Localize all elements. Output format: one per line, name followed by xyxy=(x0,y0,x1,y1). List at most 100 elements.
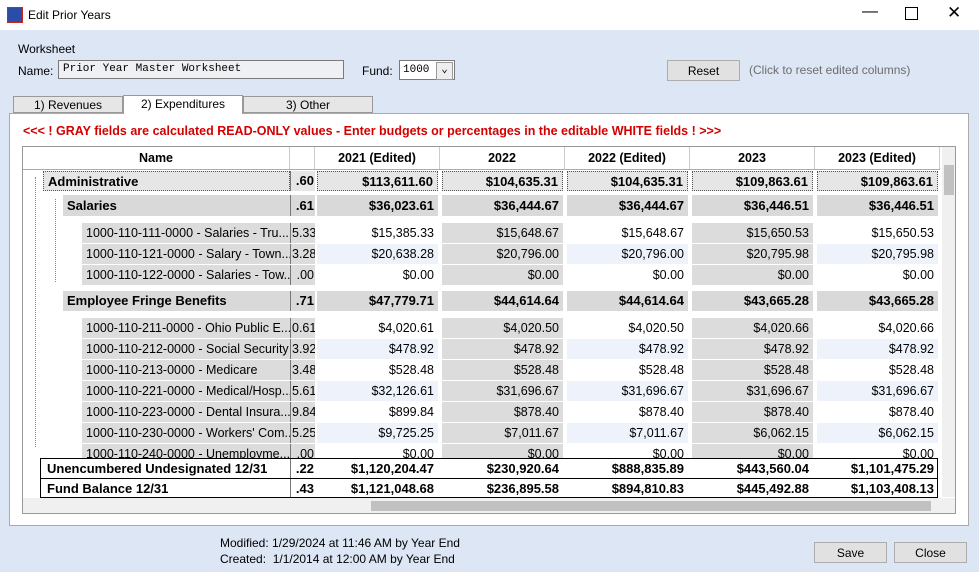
save-button[interactable]: Save xyxy=(814,542,887,563)
dropdown-arrow[interactable]: ⌄ xyxy=(436,62,453,80)
value-cell: $31,696.67 xyxy=(692,381,813,401)
row-name: 1000-110-111-0000 - Salaries - Tru... xyxy=(82,223,290,243)
value-cell[interactable]: $4,020.50 xyxy=(567,318,688,338)
data-grid: Name 2021 (Edited)20222022 (Edited)202320… xyxy=(22,146,956,514)
value-cell: $104,635.31 xyxy=(442,171,563,191)
group-label: Worksheet xyxy=(18,42,75,56)
value-cell: $0.00 xyxy=(442,265,563,285)
value-cell[interactable]: $20,795.98 xyxy=(817,244,938,264)
value-cell: $878.40 xyxy=(442,402,563,422)
value-cell[interactable]: $15,648.67 xyxy=(567,223,688,243)
value-cell[interactable]: $20,796.00 xyxy=(567,244,688,264)
value-cell: $109,863.61 xyxy=(692,171,813,191)
value-cell: $36,023.61 xyxy=(317,195,438,216)
minimize[interactable]: — xyxy=(862,3,878,21)
close-x[interactable]: ✕ xyxy=(947,3,961,23)
name-field[interactable]: Prior Year Master Worksheet xyxy=(58,60,344,79)
value-cell[interactable]: $528.48 xyxy=(317,360,438,380)
tree-line xyxy=(35,177,36,447)
value-cell[interactable]: $878.40 xyxy=(817,402,938,422)
column-header: 2022 xyxy=(440,147,565,169)
row-name: 1000-110-211-0000 - Ohio Public E... xyxy=(82,318,290,338)
partial-cell: .61 xyxy=(290,195,315,216)
row-name: 1000-110-121-0000 - Salary - Town... xyxy=(82,244,290,264)
header-partial xyxy=(290,147,315,169)
value-cell[interactable]: $15,650.53 xyxy=(817,223,938,243)
reset-button[interactable]: Reset xyxy=(667,60,740,81)
value-cell[interactable]: $0.00 xyxy=(817,265,938,285)
fund-value: 1000 xyxy=(403,64,429,76)
partial-cell: 0.61 xyxy=(290,318,315,338)
value-cell[interactable]: $0.00 xyxy=(317,265,438,285)
v-scrollbar[interactable] xyxy=(942,147,956,497)
modified-text: Modified: 1/29/2024 at 11:46 AM by Year … xyxy=(220,536,460,550)
partial-cell: .60 xyxy=(290,171,315,191)
value-cell[interactable]: $899.84 xyxy=(317,402,438,422)
value-cell: $36,446.51 xyxy=(817,195,938,216)
value-cell: $0.00 xyxy=(692,265,813,285)
fund-label: Fund: xyxy=(362,64,393,78)
partial-cell: 5.33 xyxy=(290,223,315,243)
reset-hint: (Click to reset edited columns) xyxy=(749,63,910,77)
partial-cell: 5.25 xyxy=(290,423,315,443)
value-cell[interactable]: $15,385.33 xyxy=(317,223,438,243)
value-cell: $43,665.28 xyxy=(692,291,813,311)
value-cell[interactable]: $31,696.67 xyxy=(817,381,938,401)
value-cell[interactable]: $478.92 xyxy=(317,339,438,359)
value-cell[interactable]: $31,696.67 xyxy=(567,381,688,401)
column-header: 2022 (Edited) xyxy=(565,147,690,169)
value-cell[interactable]: $4,020.66 xyxy=(817,318,938,338)
totals-divider xyxy=(40,478,938,479)
created-text: Created: 1/1/2014 at 12:00 AM by Year En… xyxy=(220,552,455,566)
column-header: 2023 xyxy=(690,147,815,169)
value-cell[interactable]: $528.48 xyxy=(817,360,938,380)
value-cell[interactable]: $0.00 xyxy=(567,265,688,285)
h-thumb[interactable] xyxy=(371,501,931,511)
column-header: Name xyxy=(23,147,290,169)
maximize[interactable] xyxy=(905,7,918,20)
fund-combo[interactable]: 1000 ⌄ xyxy=(399,60,455,80)
value-cell: $44,614.64 xyxy=(442,291,563,311)
value-cell[interactable]: $20,638.28 xyxy=(317,244,438,264)
row-name: 1000-110-212-0000 - Social Security xyxy=(82,339,290,359)
column-header: 2023 (Edited) xyxy=(815,147,940,169)
row-name: 1000-110-213-0000 - Medicare xyxy=(82,360,290,380)
value-cell: $20,796.00 xyxy=(442,244,563,264)
value-cell: $36,444.67 xyxy=(442,195,563,216)
value-cell: $113,611.60 xyxy=(317,171,438,191)
tab[interactable]: 3) Other xyxy=(243,96,373,113)
v-thumb[interactable] xyxy=(944,165,954,195)
row-name: 1000-110-221-0000 - Medical/Hosp... xyxy=(82,381,290,401)
column-header: 2021 (Edited) xyxy=(315,147,440,169)
value-cell[interactable]: $7,011.67 xyxy=(567,423,688,443)
window-title: Edit Prior Years xyxy=(28,8,111,22)
value-cell: $528.48 xyxy=(692,360,813,380)
tab[interactable]: 1) Revenues xyxy=(13,96,123,113)
partial-cell: 5.61 xyxy=(290,381,315,401)
value-cell: $4,020.66 xyxy=(692,318,813,338)
close-button[interactable]: Close xyxy=(894,542,967,563)
value-cell[interactable]: $9,725.25 xyxy=(317,423,438,443)
tab[interactable]: 2) Expenditures xyxy=(123,95,243,114)
value-cell[interactable]: $478.92 xyxy=(817,339,938,359)
row-name: Administrative xyxy=(43,171,290,191)
value-cell[interactable]: $528.48 xyxy=(567,360,688,380)
value-cell[interactable]: $478.92 xyxy=(567,339,688,359)
app-icon xyxy=(7,7,23,23)
row-name: 1000-110-122-0000 - Salaries - Tow... xyxy=(82,265,290,285)
value-cell[interactable]: $6,062.15 xyxy=(817,423,938,443)
value-cell: $47,779.71 xyxy=(317,291,438,311)
value-cell[interactable]: $878.40 xyxy=(567,402,688,422)
title-bar xyxy=(0,0,979,30)
value-cell: $15,650.53 xyxy=(692,223,813,243)
value-cell: $20,795.98 xyxy=(692,244,813,264)
value-cell: $878.40 xyxy=(692,402,813,422)
value-cell: $36,444.67 xyxy=(567,195,688,216)
partial-cell: 3.92 xyxy=(290,339,315,359)
value-cell[interactable]: $32,126.61 xyxy=(317,381,438,401)
partial-cell: 3.48 xyxy=(290,360,315,380)
value-cell: $478.92 xyxy=(442,339,563,359)
value-cell[interactable]: $4,020.61 xyxy=(317,318,438,338)
partial-cell: 9.84 xyxy=(290,402,315,422)
